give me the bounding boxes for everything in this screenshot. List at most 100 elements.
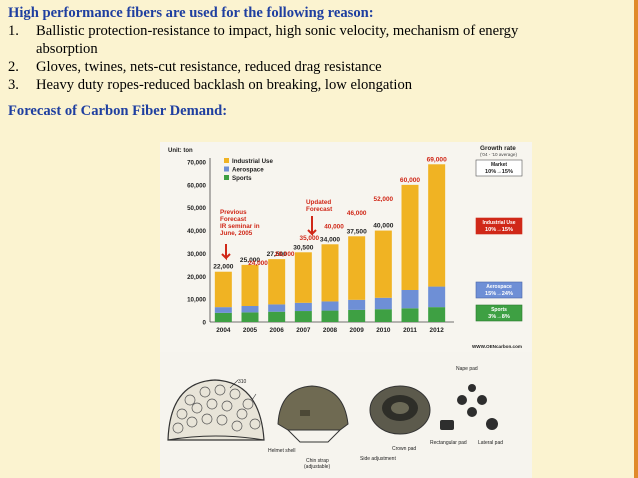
bar-total-label: 27,500 [267, 251, 288, 258]
x-tick-label: 2004 [216, 327, 231, 334]
heading-forecast: Forecast of Carbon Fiber Demand: [8, 103, 228, 119]
callout-310: 310 [238, 379, 247, 385]
helmet-diagram: 310 Nape pad He [167, 366, 503, 470]
bar-total-label: 40,000 [373, 223, 394, 230]
label-side-adjustment: Side adjustment [360, 456, 396, 462]
growth-box [475, 304, 523, 322]
helmet-side-illustration [277, 385, 349, 443]
growth-box [475, 217, 523, 235]
previous-forecast-label: 24,000 [248, 260, 268, 267]
carbon-fiber-demand-chart: 0 10,000 20,000 30,000 40,000 50,000 60,000 70,… [160, 142, 532, 470]
label-nape-pad: Nape pad [456, 366, 478, 372]
y-tick-label: 40,000 [187, 228, 206, 235]
source-label: WWW.OENcarbon.com [472, 344, 522, 349]
growth-rate-title: Growth rate [480, 145, 516, 152]
bar-segment-aerospace [268, 304, 286, 312]
forecast-figure: 0 10,000 20,000 30,000 40,000 50,000 60,000 70,… [160, 142, 532, 478]
annotation-arrow-previous [221, 244, 231, 261]
growth-box-value: 3%→8% [488, 314, 510, 320]
x-tick-label: 2010 [376, 327, 391, 334]
bar-segment-sports [401, 308, 419, 322]
pads-illustration [440, 384, 498, 430]
bar-segment-aerospace [348, 299, 366, 310]
label-helmet-shell: Helmet shell [268, 448, 296, 454]
x-tick-label: 2012 [430, 327, 445, 334]
y-tick-label: 50,000 [187, 205, 206, 212]
bar-total-label: 34,000 [320, 236, 341, 243]
growth-box [475, 159, 523, 177]
bar-total-label: 37,500 [347, 228, 368, 235]
legend-swatch [224, 166, 229, 172]
previous-forecast-label: 35,000 [300, 235, 320, 242]
bar-segment-sports [241, 312, 259, 322]
label-lateral-pad: Lateral pad [478, 440, 503, 446]
bar-segment-sports [374, 309, 392, 322]
unit-label: Unit: ton [168, 148, 193, 154]
bar-total-label: 30,500 [293, 244, 314, 251]
y-tick-label: 0 [203, 320, 207, 327]
bar-segment-aerospace [294, 302, 312, 312]
bar-segment-sports [348, 309, 366, 322]
bar-segment-sports [321, 310, 339, 322]
bar-segment-aerospace [321, 301, 339, 311]
bar-segment-sports [294, 311, 312, 322]
bar-segment-aerospace [374, 297, 392, 310]
y-tick-label: 10,000 [187, 297, 206, 304]
bar-total-label: 25,000 [240, 257, 261, 264]
y-tick-label: 20,000 [187, 274, 206, 281]
helmet-interior-illustration [369, 385, 431, 435]
reason-number: 2. [8, 59, 19, 75]
previous-forecast-label: 52,000 [374, 196, 394, 203]
bar-segment-industrial-use [401, 184, 419, 290]
label-chin-strap-note: (adjustable) [304, 464, 330, 470]
bar-total-label: 22,000 [213, 264, 234, 271]
reason-text: Heavy duty ropes-reduced backlash on bre… [36, 77, 413, 93]
growth-box-value: 10%→15% [485, 169, 513, 175]
x-tick-label: 2006 [270, 327, 285, 334]
bar-segment-sports [428, 307, 446, 322]
growth-box-label: Industrial Use [482, 220, 515, 226]
legend-label: Industrial Use [232, 158, 273, 165]
x-tick-label: 2005 [243, 327, 258, 334]
heading-reasons: High performance fibers are used for the… [8, 5, 374, 21]
legend-label: Sports [232, 175, 252, 182]
helmet-shell-illustration [167, 379, 265, 441]
bar-segment-aerospace [241, 306, 259, 313]
legend-label: Aerospace [232, 167, 264, 174]
bar-segment-sports [268, 311, 286, 322]
growth-rate-subtitle: ('04 - '10 average) [480, 152, 517, 157]
reason-number: 1. [8, 23, 19, 39]
bar-segment-aerospace [428, 286, 446, 308]
bar-segment-industrial-use [321, 244, 339, 302]
growth-box-label: Market [491, 162, 507, 168]
annotation-previous-forecast: June, 2005 [220, 230, 253, 237]
label-rectangular-pad: Rectangular pad [430, 440, 467, 446]
previous-forecast-label: 28,000 [275, 251, 295, 258]
bar-segment-aerospace [214, 307, 232, 313]
reason-number: 3. [8, 77, 19, 93]
growth-box-value: 15%→24% [485, 291, 513, 297]
annotation-previous-forecast: IR seminar in [220, 223, 260, 230]
x-tick-label: 2007 [296, 327, 311, 334]
bar-total-label: 69,000 [427, 156, 448, 163]
y-tick-label: 70,000 [187, 160, 206, 167]
previous-forecast-label: 46,000 [347, 210, 367, 217]
growth-box-value: 10%→15% [485, 227, 513, 233]
bar-segment-industrial-use [294, 252, 312, 303]
y-tick-label: 60,000 [187, 182, 206, 189]
label-chin-strap: Chin strap [306, 458, 329, 464]
legend-swatch [224, 158, 229, 163]
slide-accent-border [634, 0, 638, 478]
growth-box-label: Aerospace [486, 284, 512, 290]
bar-total-label: 60,000 [400, 177, 421, 184]
y-tick-label: 30,000 [187, 251, 206, 258]
bar-segment-industrial-use [374, 230, 392, 298]
x-tick-label: 2009 [350, 327, 365, 334]
reason-text: Ballistic protection-resistance to impac… [36, 23, 519, 57]
annotation-previous-forecast: Forecast [220, 216, 247, 223]
growth-box [475, 281, 523, 299]
bar-segment-industrial-use [241, 264, 259, 306]
bar-segment-industrial-use [214, 271, 232, 308]
growth-box-label: Sports [491, 307, 507, 313]
x-tick-label: 2011 [403, 327, 417, 334]
